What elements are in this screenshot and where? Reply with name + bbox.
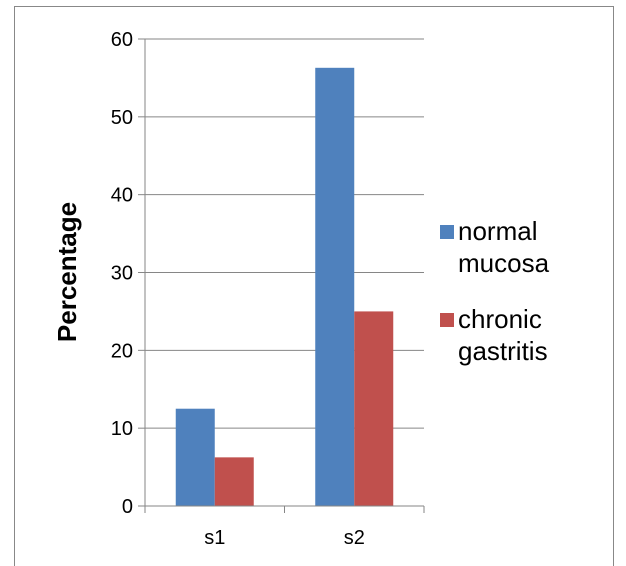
y-tick-labels: 0 10 20 30 40 50 60 [111,29,133,518]
y-tick-label: 60 [111,29,133,51]
y-tick-label: 20 [111,340,133,362]
y-tick-label: 50 [111,107,133,129]
y-tick-label: 0 [122,496,133,518]
legend-label: chronic [458,304,542,334]
chart-frame [14,6,614,566]
x-tick-labels: s1 s2 [204,527,365,549]
bar-chronic-gastritis-s1 [214,457,254,506]
y-tick-label: 10 [111,418,133,440]
legend-swatch [440,313,454,327]
legend-swatch [440,225,454,239]
axes [138,38,425,513]
bar-chronic-gastritis-s2 [354,311,394,506]
y-axis-label: Percentage [52,202,82,342]
bar-normal-mucosa-s1 [175,408,215,506]
x-tick-label: s2 [344,527,365,549]
legend-label: gastritis [458,336,548,366]
bars [175,67,394,506]
bar-normal-mucosa-s2 [315,67,355,506]
y-tick-label: 30 [111,263,133,285]
legend-label: mucosa [458,248,550,278]
x-tick-label: s1 [204,527,225,549]
legend-label: normal [458,216,537,246]
y-tick-label: 40 [111,185,133,207]
